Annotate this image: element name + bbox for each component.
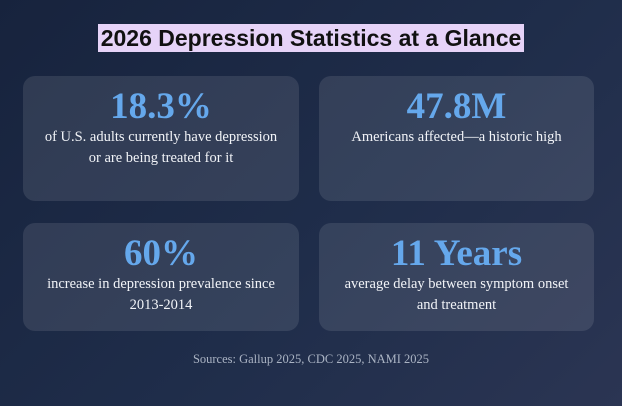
stat-value: 18.3% bbox=[110, 86, 212, 127]
stat-card-americans: 47.8M Americans affected—a historic high bbox=[319, 76, 594, 201]
stat-description: average delay between symptom onset and … bbox=[344, 276, 569, 313]
title-wrap: 2026 Depression Statistics at a Glance bbox=[0, 24, 622, 52]
stat-description: of U.S. adults currently have depression… bbox=[44, 129, 278, 166]
stat-card-increase: 60% increase in depression prevalence si… bbox=[23, 223, 299, 331]
stat-description: Americans affected—a historic high bbox=[351, 129, 562, 145]
stat-card-delay: 11 Years average delay between symptom o… bbox=[319, 223, 594, 331]
stat-description: increase in depression prevalence since … bbox=[47, 276, 275, 313]
sources-footnote: Sources: Gallup 2025, CDC 2025, NAMI 202… bbox=[192, 352, 430, 366]
stat-value: 47.8M bbox=[406, 86, 507, 127]
stat-value: 60% bbox=[124, 233, 198, 274]
stat-card-adults: 18.3% of U.S. adults currently have depr… bbox=[23, 76, 299, 201]
stat-value: 11 Years bbox=[390, 233, 523, 274]
page-title: 2026 Depression Statistics at a Glance bbox=[97, 24, 525, 52]
